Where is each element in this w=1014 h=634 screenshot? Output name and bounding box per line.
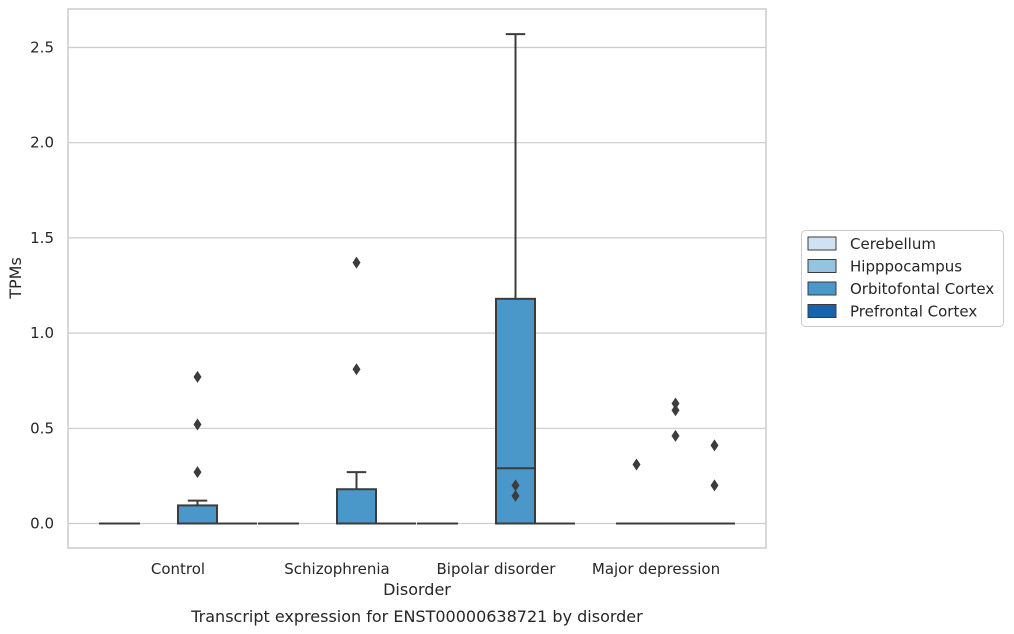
outlier-point	[193, 370, 202, 383]
figure-caption: Transcript expression for ENST0000063872…	[190, 607, 643, 626]
gridlines	[68, 46, 766, 525]
y-tick-label: 0.0	[30, 515, 54, 533]
y-axis-label: TPMs	[6, 257, 25, 300]
y-tick-label: 1.5	[30, 229, 54, 247]
outlier-point	[671, 404, 680, 417]
box-body	[336, 488, 377, 525]
x-axis-label: Disorder	[383, 580, 451, 599]
y-tick-label: 2.5	[30, 39, 54, 57]
box-body	[177, 504, 218, 525]
legend-frame	[801, 230, 1004, 327]
legend: Cerebellum Hipppocampus Orbitofontal Corte…	[801, 230, 1004, 327]
outlier-point	[193, 466, 202, 479]
outlier-point	[511, 489, 520, 502]
legend-swatch	[807, 236, 837, 251]
outlier-point	[352, 256, 361, 269]
outlier-point	[671, 397, 680, 410]
box-orbitofontal-cortex	[336, 256, 377, 525]
box-orbitofontal-cortex	[177, 370, 218, 525]
outlier-point	[352, 363, 361, 376]
x-tick-label: Bipolar disorder	[437, 560, 557, 578]
outlier-point	[710, 439, 719, 452]
y-axis-ticks: 0.0 0.5 1.0 1.5 2.0 2.5	[30, 39, 54, 533]
legend-label: Hipppocampus	[850, 258, 962, 276]
legend-swatch	[807, 281, 837, 296]
box-hipppocampus	[616, 458, 657, 525]
y-tick-label: 2.0	[30, 134, 54, 152]
y-tick-label: 0.5	[30, 419, 54, 437]
box-orbitofontal-cortex	[495, 33, 536, 525]
outlier-point	[511, 479, 520, 492]
legend-swatch	[807, 304, 837, 318]
legend-label: Prefrontal Cortex	[850, 303, 977, 321]
legend-label: Orbitofontal Cortex	[850, 280, 994, 298]
legend-label: Cerebellum	[850, 235, 936, 253]
legend-swatch	[807, 259, 837, 273]
x-tick-label: Schizophrenia	[284, 560, 389, 578]
box-prefrontal-cortex	[694, 439, 735, 525]
x-tick-label: Major depression	[592, 560, 720, 578]
x-tick-label: Control	[151, 560, 205, 578]
outlier-point	[710, 479, 719, 492]
outlier-point	[193, 418, 202, 431]
y-tick-label: 1.0	[30, 324, 54, 342]
outlier-point	[632, 458, 641, 471]
box-series	[99, 33, 735, 525]
x-axis-ticks: Control Schizophrenia Bipolar disorder Majo…	[151, 560, 720, 578]
plot-frame	[67, 8, 767, 549]
outlier-point	[671, 429, 680, 442]
box-orbitofontal-cortex	[655, 397, 696, 525]
